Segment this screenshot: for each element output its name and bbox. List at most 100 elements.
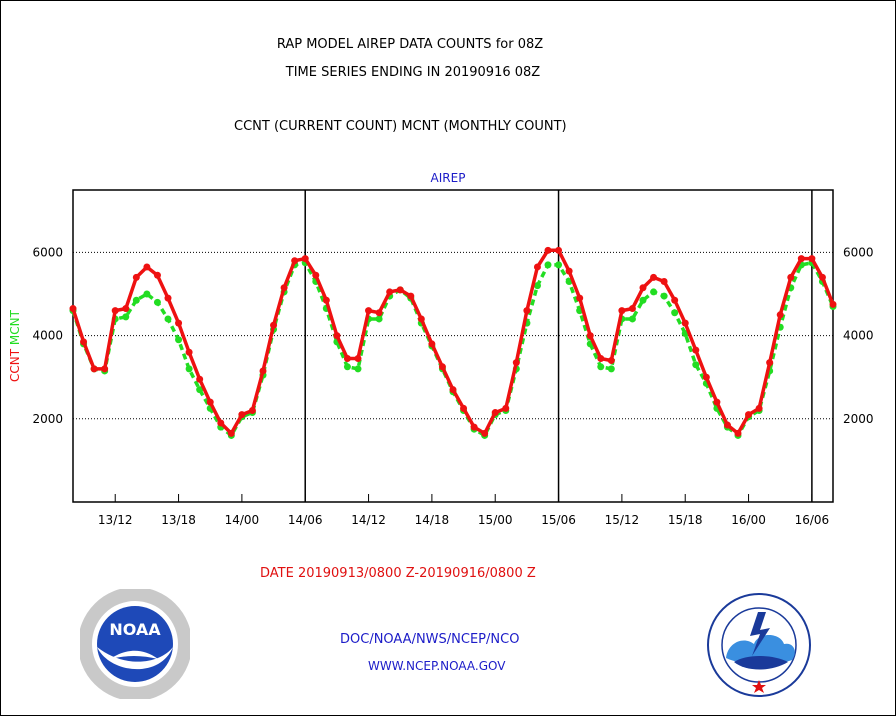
data-point-ccnt [333, 332, 341, 340]
data-point-ccnt [702, 373, 710, 381]
data-point-mcnt [153, 298, 161, 306]
data-point-mcnt [544, 261, 552, 269]
data-point-ccnt [745, 411, 753, 419]
data-point-ccnt [217, 419, 225, 427]
data-point-mcnt [164, 315, 172, 323]
plot-title: AIREP [430, 171, 466, 185]
data-point-ccnt [248, 406, 256, 414]
data-point-ccnt [312, 271, 320, 279]
data-point-ccnt [481, 429, 489, 437]
data-point-ccnt [438, 363, 446, 371]
data-point-ccnt [586, 332, 594, 340]
data-point-ccnt [185, 348, 193, 356]
y-axis-label: CCNT MCNT [8, 309, 22, 382]
data-point-ccnt [808, 255, 816, 263]
data-point-ccnt [681, 319, 689, 327]
x-tick-label: 15/06 [541, 513, 576, 527]
data-point-ccnt [90, 365, 98, 373]
data-point-ccnt [354, 354, 362, 362]
chart-title-line1: RAP MODEL AIREP DATA COUNTS for 08Z [276, 37, 544, 52]
national-weather-service-logo [707, 593, 811, 697]
data-point-ccnt [111, 307, 119, 315]
x-tick-label: 14/00 [225, 513, 260, 527]
data-point-mcnt [597, 363, 605, 371]
data-point-ccnt [734, 429, 742, 437]
chart-title-line2: TIME SERIES ENDING IN 20190916 08Z [285, 65, 541, 80]
data-point-ccnt [238, 411, 246, 419]
data-point-mcnt [122, 313, 130, 321]
plot-area-border [72, 189, 834, 503]
data-point-ccnt [143, 263, 151, 271]
data-point-ccnt [460, 404, 468, 412]
data-point-ccnt [101, 365, 109, 373]
data-point-ccnt [270, 321, 278, 329]
data-point-mcnt [185, 365, 193, 373]
data-point-mcnt [671, 309, 679, 317]
data-point-ccnt [660, 278, 668, 286]
data-point-mcnt [354, 365, 362, 373]
data-point-ccnt [512, 359, 520, 367]
data-point-ccnt [639, 284, 647, 292]
data-point-mcnt [650, 288, 658, 296]
y-tick-label-left: 2000 [32, 412, 63, 426]
x-tick-label: 14/18 [415, 513, 450, 527]
x-tick-label: 16/06 [795, 513, 830, 527]
data-point-ccnt [122, 305, 130, 313]
svg-text:NOAA: NOAA [109, 620, 161, 639]
data-point-ccnt [164, 294, 172, 302]
y-tick-label-left: 6000 [32, 245, 63, 259]
x-tick-label: 15/00 [478, 513, 513, 527]
agency-label: DOC/NOAA/NWS/NCEP/NCO [340, 632, 520, 647]
data-point-ccnt [787, 273, 795, 281]
data-point-ccnt [291, 257, 299, 265]
data-point-ccnt [343, 354, 351, 362]
data-point-ccnt [555, 246, 563, 254]
data-point-mcnt [343, 363, 351, 371]
y-axis-label-mcnt: MCNT [8, 309, 22, 345]
data-point-mcnt [628, 315, 636, 323]
data-point-ccnt [322, 296, 330, 304]
data-point-ccnt [227, 429, 235, 437]
data-point-ccnt [533, 263, 541, 271]
data-point-ccnt [69, 305, 77, 313]
data-point-mcnt [132, 296, 140, 304]
x-tick-label: 15/12 [605, 513, 640, 527]
data-point-ccnt [776, 311, 784, 319]
series-line-ccnt [71, 248, 835, 436]
y-tick-label-right: 2000 [843, 412, 874, 426]
x-tick-label: 14/06 [288, 513, 323, 527]
data-point-ccnt [375, 309, 383, 317]
data-point-ccnt [671, 296, 679, 304]
data-point-ccnt [829, 300, 837, 308]
noaa-logo: NOAA [80, 589, 190, 699]
data-point-ccnt [723, 421, 731, 429]
y-tick-label-left: 4000 [32, 329, 63, 343]
data-point-ccnt [597, 354, 605, 362]
chart-subtitle: CCNT (CURRENT COUNT) MCNT (MONTHLY COUNT… [234, 119, 567, 134]
date-range-label: DATE 20190913/0800 Z-20190916/0800 Z [260, 566, 536, 581]
data-point-ccnt [650, 273, 658, 281]
data-point-mcnt [607, 365, 615, 373]
data-point-ccnt [491, 409, 499, 417]
x-tick-label: 15/18 [668, 513, 703, 527]
data-point-ccnt [628, 305, 636, 313]
data-point-ccnt [259, 367, 267, 375]
data-point-mcnt [143, 290, 151, 298]
data-point-mcnt [375, 315, 383, 323]
x-tick-label: 13/18 [161, 513, 196, 527]
data-point-ccnt [576, 294, 584, 302]
data-point-ccnt [301, 255, 309, 263]
data-point-mcnt [555, 261, 563, 269]
x-tick-label: 16/00 [731, 513, 766, 527]
data-point-ccnt [607, 357, 615, 365]
website-link[interactable]: WWW.NCEP.NOAA.GOV [368, 659, 506, 673]
data-point-ccnt [755, 404, 763, 412]
data-point-ccnt [713, 398, 721, 406]
x-tick-label: 14/12 [351, 513, 386, 527]
data-point-ccnt [797, 255, 805, 263]
data-point-ccnt [692, 346, 700, 354]
data-point-mcnt [692, 361, 700, 369]
data-point-ccnt [386, 288, 394, 296]
data-point-ccnt [396, 286, 404, 294]
data-point-ccnt [280, 284, 288, 292]
